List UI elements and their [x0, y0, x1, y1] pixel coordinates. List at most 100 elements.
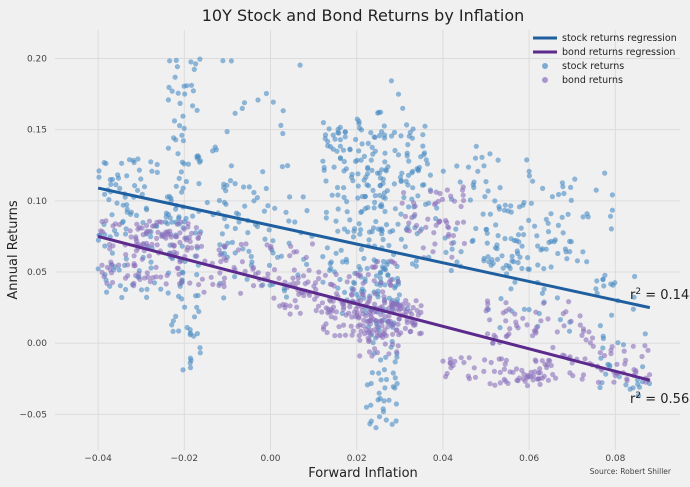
stock-return-point	[148, 234, 154, 240]
bond-return-point	[461, 359, 467, 366]
x-tick-label: 0.00	[260, 454, 280, 464]
stock-return-point	[165, 145, 171, 151]
stock-return-point	[584, 211, 590, 217]
stock-return-point	[635, 393, 642, 399]
bond-return-point	[390, 331, 396, 337]
stock-return-point	[387, 229, 393, 235]
stock-return-point	[332, 136, 338, 142]
stock-return-point	[358, 127, 365, 133]
bond-return-point	[296, 291, 302, 297]
stock-return-point	[498, 296, 504, 302]
stock-return-point	[337, 155, 343, 161]
bond-return-point	[524, 383, 531, 389]
bond-return-point	[146, 228, 153, 234]
bond-return-point	[357, 298, 363, 304]
bond-return-point	[597, 350, 603, 356]
bond-return-point	[621, 348, 627, 354]
bond-returns-points	[98, 184, 653, 389]
stock-return-point	[526, 217, 532, 223]
stock-return-point	[229, 239, 235, 245]
stock-return-point	[372, 199, 378, 205]
stock-return-point	[499, 253, 505, 259]
stock-return-point	[117, 283, 123, 289]
stock-return-point	[404, 122, 410, 128]
stock-return-point	[148, 159, 154, 165]
stock-return-point	[109, 250, 115, 256]
bond-return-point	[164, 272, 170, 278]
stock-return-point	[123, 286, 129, 293]
stock-return-point	[457, 179, 463, 185]
stock-return-point	[471, 179, 477, 185]
stock-return-point	[191, 66, 197, 72]
stock-return-point	[173, 183, 179, 189]
bond-return-point	[577, 322, 583, 328]
stock-return-point	[221, 199, 227, 205]
bond-return-point	[301, 293, 307, 299]
bond-return-point	[361, 317, 367, 323]
stock-return-point	[109, 176, 116, 183]
bond-return-point	[504, 333, 510, 339]
stock-return-point	[401, 194, 407, 201]
bond-return-point	[378, 333, 384, 339]
bond-return-point	[550, 371, 556, 378]
bond-return-point	[537, 366, 543, 372]
stock-return-point	[519, 243, 525, 249]
stock-return-point	[195, 153, 201, 159]
stock-return-point	[421, 150, 428, 156]
stock-return-point	[495, 157, 501, 163]
stock-return-point	[515, 259, 521, 266]
stock-return-point	[124, 202, 130, 208]
bond-return-point	[409, 311, 415, 317]
bond-return-point	[174, 234, 180, 240]
stock-return-point	[351, 228, 357, 234]
bond-return-point	[503, 378, 509, 384]
stock-return-point	[492, 198, 498, 204]
stock-return-point	[382, 282, 388, 288]
stock-return-point	[350, 234, 357, 240]
bond-return-point	[375, 258, 381, 265]
bond-return-point	[374, 323, 380, 330]
stock-return-point	[545, 229, 552, 235]
bond-return-point	[378, 318, 384, 324]
bond-return-point	[295, 280, 301, 286]
bond-return-point	[267, 245, 274, 251]
stock-return-point	[524, 157, 530, 163]
bond-return-point	[154, 235, 160, 241]
bond-return-point	[150, 275, 156, 281]
stock-return-point	[248, 253, 254, 260]
bond-return-point	[589, 335, 596, 341]
bond-return-point	[146, 253, 152, 259]
stock-return-point	[355, 183, 361, 189]
stock-return-point	[385, 272, 391, 278]
stock-return-point	[219, 231, 225, 237]
bond-return-point	[322, 272, 328, 278]
stock-return-point	[116, 267, 122, 273]
bond-return-point	[243, 241, 249, 247]
bond-return-point	[405, 302, 411, 308]
stock-return-point	[245, 230, 251, 236]
stock-return-point	[158, 286, 164, 292]
stock-return-point	[176, 328, 182, 334]
bond-return-point	[418, 309, 424, 315]
stock-return-point	[376, 390, 382, 396]
stock-return-point	[195, 292, 201, 299]
stock-return-point	[188, 59, 194, 65]
bond-return-point	[366, 349, 373, 355]
stock-return-point	[521, 199, 527, 206]
stock-return-point	[483, 227, 489, 233]
stock-return-point	[379, 129, 385, 135]
bond-return-point	[306, 267, 312, 273]
stock-return-point	[526, 173, 533, 179]
stock-return-point	[122, 194, 128, 200]
stock-return-point	[190, 103, 196, 109]
bond-return-point	[333, 291, 340, 297]
stock-return-point	[482, 194, 488, 200]
stock-return-point	[475, 168, 481, 174]
legend-label-bond-returns: bond returns	[562, 75, 623, 86]
stock-return-point	[565, 211, 571, 217]
stock-return-point	[454, 163, 460, 169]
stock-return-point	[556, 191, 562, 198]
stock-return-point	[502, 236, 508, 242]
bond-return-point	[484, 306, 490, 312]
bond-return-point	[313, 307, 319, 314]
